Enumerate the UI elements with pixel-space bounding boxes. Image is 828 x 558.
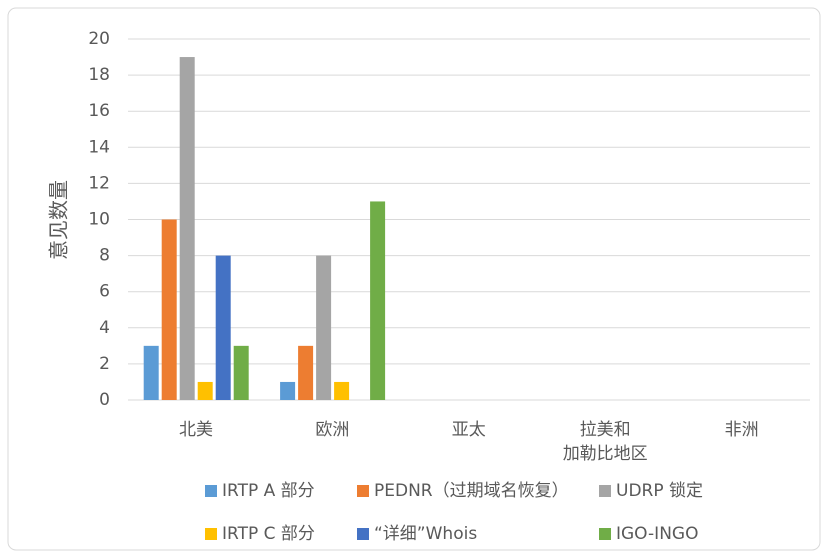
x-tick-label: 拉美和 加勒比地区 [562,420,648,464]
legend-label: IRTP C 部分 [222,524,315,544]
bar [143,345,159,400]
y-tick-label: 0 [99,390,110,410]
bar [334,381,350,400]
y-tick-label: 20 [88,29,110,49]
bar [233,345,249,400]
legend-swatch [205,485,217,497]
y-tick-label: 16 [88,101,110,121]
legend-swatch [357,528,369,540]
y-tick-label: 10 [88,210,110,230]
chart-frame [7,7,821,551]
y-tick-label: 18 [88,65,110,85]
legend-label: IGO-INGO [616,524,698,544]
bar [298,345,314,400]
x-tick-label: 北美 [179,420,213,440]
y-axis-label: 意见数量 [47,180,71,260]
legend-swatch [205,528,217,540]
y-tick-label: 12 [88,173,110,193]
legend-swatch [357,485,369,497]
legend-swatch [599,528,611,540]
y-tick-label: 2 [99,354,110,374]
legend-label: “详细”Whois [374,524,477,544]
bar [280,381,296,400]
bar [179,57,195,401]
bar [215,255,231,400]
legend-label: IRTP A 部分 [222,481,315,501]
bar [370,201,386,400]
legend-label: PEDNR（过期域名恢复） [374,481,569,501]
x-tick-label: 非洲 [724,420,759,440]
bar [197,381,213,400]
x-tick-label: 亚太 [451,420,486,440]
x-tick-label: 欧洲 [315,420,350,440]
y-tick-label: 14 [88,137,110,157]
y-tick-label: 6 [99,282,110,302]
y-tick-label: 4 [99,318,110,338]
y-tick-label: 8 [99,246,110,266]
legend-swatch [599,485,611,497]
bar [161,219,177,400]
bar [316,255,332,400]
legend-label: UDRP 锁定 [616,481,703,501]
